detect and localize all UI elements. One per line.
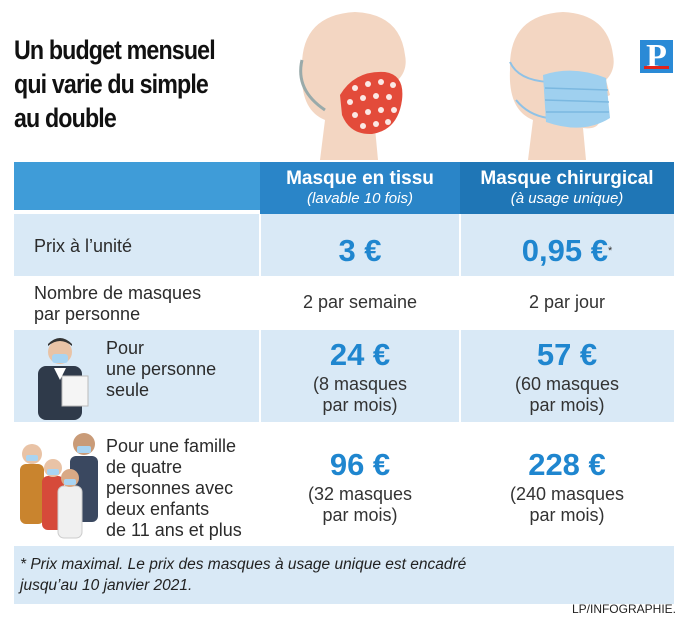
fabric-single-detail: (8 masques par mois) — [312, 374, 408, 415]
le-parisien-logo: P — [640, 38, 673, 75]
family-illustration — [20, 433, 98, 539]
footnote-marker: * — [607, 245, 613, 257]
single-person-label: Pour une personne seule — [106, 338, 217, 400]
row-single-person: Pour une personne seule 24 € (8 masques par… — [14, 330, 674, 422]
fabric-family-cost: 96 € — [329, 447, 391, 482]
surgical-family-detail: (240 masques par mois) — [509, 484, 625, 525]
footnote: * Prix maximal. Le prix des masques à us… — [14, 546, 674, 604]
footnote-text: * Prix maximal. Le prix des masques à us… — [20, 556, 467, 594]
surgical-single-cost: 57 € — [536, 337, 598, 372]
head-surgical-mask-illustration — [509, 12, 614, 160]
header-fabric-mask: Masque en tissu (lavable 10 fois) — [260, 162, 460, 214]
fabric-masks-per-person: 2 par semaine — [302, 292, 418, 312]
row-unit-price: Prix à l’unité 3 € 0,95 €* — [14, 214, 674, 276]
fabric-unit-price: 3 € — [338, 233, 382, 268]
fabric-single-cost: 24 € — [329, 337, 391, 372]
unit-price-label: Prix à l’unité — [34, 236, 133, 256]
surgical-family-cost: 228 € — [528, 447, 606, 482]
logo-bar — [644, 66, 669, 69]
single-person-illustration — [38, 338, 89, 420]
header-fabric-title: Masque en tissu — [286, 168, 434, 189]
comparison-table: Masque en tissu (lavable 10 fois) Masque… — [14, 162, 674, 606]
fabric-family-detail: (32 masques par mois) — [307, 484, 413, 525]
masks-per-person-label: Nombre de masques par personne — [34, 283, 202, 324]
surgical-unit-price: 0,95 €* — [521, 233, 613, 268]
header-surgical-title: Masque chirurgical — [480, 168, 654, 189]
head-fabric-mask-illustration — [299, 12, 406, 160]
logo-letter: P — [646, 38, 667, 75]
row-family: Pour une famille de quatre personnes avec d… — [14, 422, 674, 546]
surgical-masks-per-person: 2 par jour — [528, 292, 606, 312]
row-masks-per-person: Nombre de masques par personne 2 par sema… — [14, 276, 674, 330]
infographic-title: Un budget mensuel qui varie du simple au… — [14, 35, 216, 133]
column-divider — [459, 214, 461, 546]
family-label: Pour une famille de quatre personnes avec d… — [106, 436, 242, 540]
header-fabric-subtitle: (lavable 10 fois) — [307, 190, 413, 207]
column-divider — [259, 214, 261, 546]
header-surgical-mask: Masque chirurgical (à usage unique) — [460, 162, 674, 214]
header-surgical-subtitle: (à usage unique) — [510, 190, 624, 207]
header-blank — [14, 162, 260, 210]
surgical-single-detail: (60 masques par mois) — [514, 374, 620, 415]
source-credit: LP/INFOGRAPHIE. — [571, 602, 676, 616]
